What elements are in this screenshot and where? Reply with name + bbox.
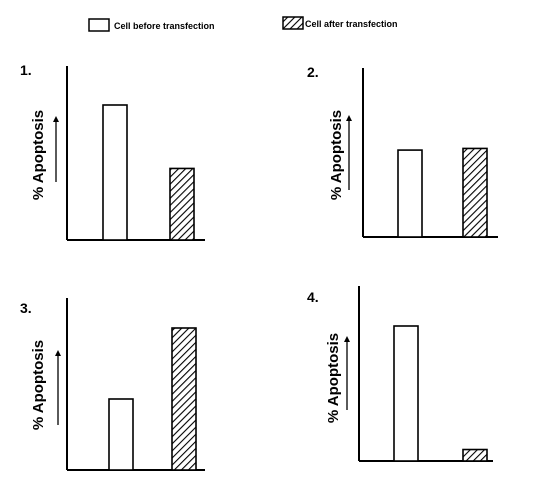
panel-label: 3.	[20, 300, 32, 316]
bar-after-transfection	[462, 147, 488, 238]
y-axis-label: % Apoptosis	[30, 340, 47, 430]
legend-label-after: Cell after transfection	[305, 19, 398, 29]
legend-swatch-before	[88, 18, 110, 32]
panel-label: 4.	[307, 289, 319, 305]
bar-before-transfection	[393, 325, 419, 462]
up-arrow-icon	[346, 115, 352, 121]
up-arrow-icon	[53, 116, 59, 122]
bar-before-transfection	[102, 104, 128, 241]
bar-after-transfection	[171, 327, 197, 471]
y-axis-label: % Apoptosis	[328, 110, 345, 200]
legend: Cell before transfection Cell after tran…	[88, 16, 398, 32]
bar-before-transfection	[108, 398, 134, 471]
bar-after-transfection	[169, 167, 195, 241]
up-arrow-icon	[55, 350, 61, 356]
panel-label: 1.	[20, 62, 32, 78]
chart-panel-2: 2. % Apoptosis	[307, 64, 498, 238]
legend-swatch-after	[282, 16, 304, 30]
bar-after-transfection	[462, 448, 488, 462]
chart-panel-4: 4. % Apoptosis	[307, 286, 493, 462]
bar-before-transfection	[397, 149, 423, 238]
chart-panel-3: 3. % Apoptosis	[20, 298, 205, 471]
legend-label-before: Cell before transfection	[114, 21, 215, 31]
up-arrow-icon	[344, 336, 350, 342]
y-axis-label: % Apoptosis	[325, 333, 342, 423]
panel-label: 2.	[307, 64, 319, 80]
chart-panel-1: 1. % Apoptosis	[20, 62, 205, 241]
y-axis-label: % Apoptosis	[30, 110, 47, 200]
